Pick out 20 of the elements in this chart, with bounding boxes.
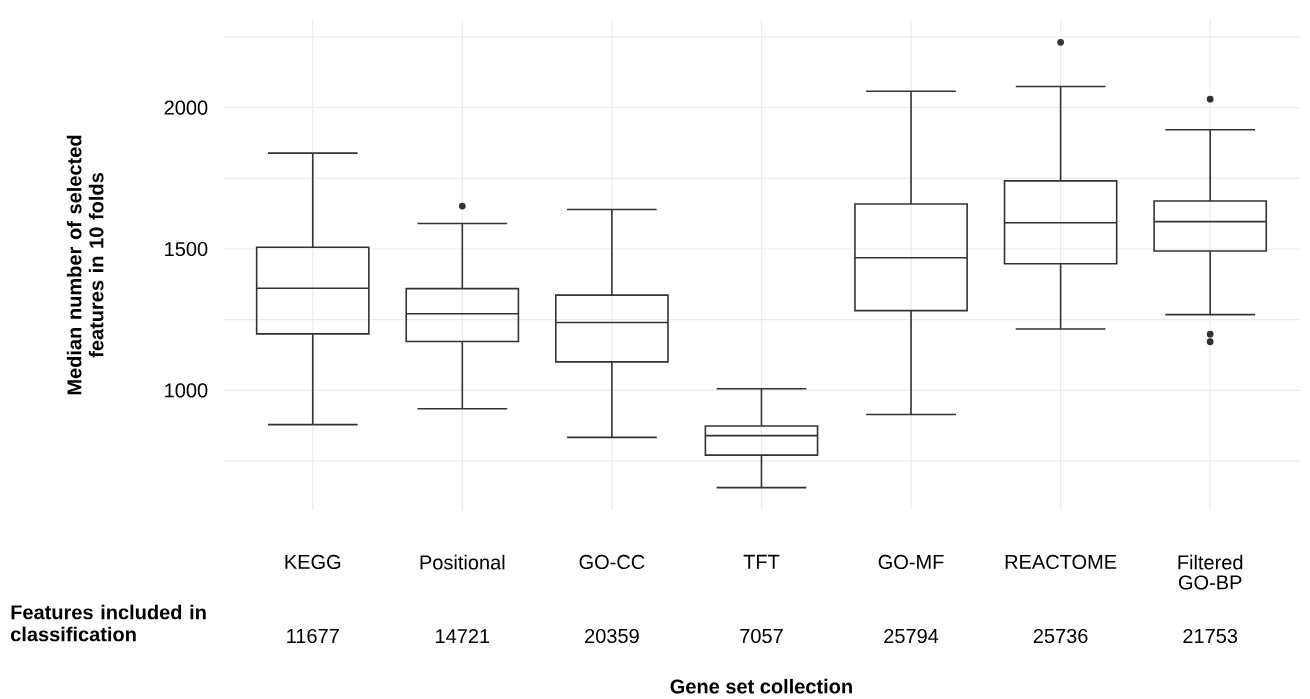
text: 20359 <box>585 628 639 644</box>
text: 7057 <box>740 628 783 644</box>
x-axis-title: Gene set collection <box>670 678 852 694</box>
text: 14721 <box>436 629 490 643</box>
x-tick-label: Filtered GO-BP <box>1178 554 1243 590</box>
y-tick-label: 1500 <box>165 241 208 257</box>
x-tick-label: KEGG <box>285 554 341 570</box>
y-axis-title: Median number of selected features in 10 folds <box>66 135 104 395</box>
text: 25794 <box>884 628 939 644</box>
text: 11677 <box>287 628 339 644</box>
x-tick-label: GO-CC <box>579 554 645 570</box>
x-tick-label: GO-MF <box>878 554 944 570</box>
y-tick-label: 1000 <box>165 383 208 398</box>
text: 25736 <box>1033 628 1088 644</box>
y-tick-label: 2000 <box>164 100 208 115</box>
x-tick-label: TFT <box>743 554 780 569</box>
text: 21753 <box>1183 628 1238 644</box>
x-tick-label: REACTOME <box>1005 554 1117 570</box>
text: Features included in classification <box>10 604 206 642</box>
x-tick-label: Positional <box>420 554 505 570</box>
